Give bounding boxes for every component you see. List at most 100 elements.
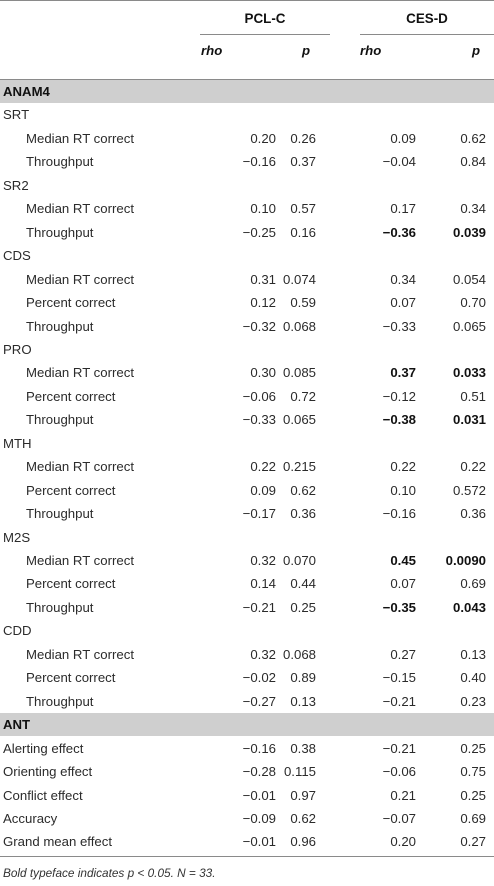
table-cell: 0.22 (460, 459, 486, 475)
table-cell: 0.13 (290, 693, 316, 709)
table-cell: 0.070 (282, 553, 316, 568)
table-cell: 0.45 (390, 553, 416, 568)
table-row: Throughput −0.16 0.37 −0.04 0.84 (0, 150, 494, 173)
table-row: Median RT correct 0.32 0.070 0.45 0.0090 (0, 549, 494, 572)
table-cell: 0.07 (390, 576, 416, 592)
table-cell: 0.20 (250, 130, 276, 146)
row-label: Median RT correct (26, 646, 134, 662)
table-row: Throughput −0.25 0.16 −0.36 0.039 (0, 221, 494, 244)
table-row: Percent correct 0.09 0.62 0.10 0.572 (0, 479, 494, 502)
table-cell: 0.27 (460, 834, 486, 850)
table-cell: −0.32 (242, 318, 276, 334)
table-cell: 0.32 (250, 553, 276, 568)
table-row: Median RT correct 0.31 0.074 0.34 0.054 (0, 268, 494, 291)
table-row: Grand mean effect −0.01 0.96 0.20 0.27 (0, 830, 494, 853)
table-cell: −0.17 (242, 506, 276, 522)
row-label: M2S (3, 529, 31, 545)
table-cell: 0.068 (282, 318, 316, 334)
table-row: Median RT correct 0.20 0.26 0.09 0.62 (0, 127, 494, 150)
header-bottom-rule (0, 79, 494, 80)
row-label: CDS (3, 248, 31, 264)
table-cell: 0.22 (250, 459, 276, 475)
table-cell: −0.16 (242, 154, 276, 170)
table-cell: 0.085 (282, 365, 316, 381)
table-cell: 0.27 (390, 646, 416, 662)
table-row: Percent correct 0.14 0.44 0.07 0.69 (0, 572, 494, 595)
subheader-pcl-p: p (302, 43, 311, 58)
section-header-row: ANAM4 (0, 80, 494, 103)
table-cell: −0.16 (242, 740, 276, 756)
table-cell: 0.068 (282, 646, 316, 662)
table-cell: 0.89 (290, 670, 316, 686)
table-cell: −0.04 (382, 154, 416, 170)
table-row: Conflict effect −0.01 0.97 0.21 0.25 (0, 784, 494, 807)
table-cell: 0.69 (460, 576, 486, 592)
table-row: Median RT correct 0.22 0.215 0.22 0.22 (0, 455, 494, 478)
test-group-row: M2S (0, 526, 494, 549)
table-row: Percent correct −0.02 0.89 −0.15 0.40 (0, 666, 494, 689)
table-cell: 0.20 (390, 834, 416, 850)
row-label: Percent correct (26, 576, 116, 592)
table-cell: 0.62 (290, 810, 316, 826)
table-cell: 0.0090 (445, 553, 486, 568)
row-label: Median RT correct (26, 553, 134, 568)
table-cell: 0.97 (290, 787, 316, 803)
table-cell: −0.21 (242, 599, 276, 615)
table-cell: 0.12 (250, 295, 276, 311)
row-label: Grand mean effect (3, 834, 112, 850)
row-label: Median RT correct (26, 271, 134, 287)
table-cell: 0.13 (460, 646, 486, 662)
table-cell: 0.043 (452, 599, 486, 615)
table-row: Accuracy −0.09 0.62 −0.07 0.69 (0, 807, 494, 830)
subheader-ces-rho: rho (360, 43, 382, 58)
table-row: Alerting effect −0.16 0.38 −0.21 0.25 (0, 737, 494, 760)
table-cell: 0.75 (460, 764, 486, 780)
row-label: Throughput (26, 154, 94, 170)
table-row: Median RT correct 0.10 0.57 0.17 0.34 (0, 197, 494, 220)
table-cell: 0.96 (290, 834, 316, 850)
table-cell: −0.21 (382, 740, 416, 756)
table-cell: −0.28 (242, 764, 276, 780)
table-row: Percent correct −0.06 0.72 −0.12 0.51 (0, 385, 494, 408)
row-label: MTH (3, 435, 32, 451)
table-cell: 0.09 (250, 482, 276, 498)
test-group-row: PRO (0, 338, 494, 361)
subheader-ces-p: p (472, 43, 481, 58)
test-group-row: CDD (0, 619, 494, 642)
table-cell: 0.10 (390, 482, 416, 498)
table-cell: 0.215 (282, 459, 316, 475)
row-label: Orienting effect (3, 764, 93, 780)
table-cell: −0.06 (242, 388, 276, 404)
table-cell: −0.33 (242, 412, 276, 428)
table-cell: 0.09 (390, 130, 416, 146)
table-cell: 0.065 (452, 318, 486, 334)
row-label: Percent correct (26, 670, 116, 686)
table-cell: 0.21 (390, 787, 416, 803)
table-top-rule (0, 0, 494, 1)
table-cell: −0.25 (242, 224, 276, 240)
row-label: Median RT correct (26, 365, 134, 381)
table-cell: −0.21 (382, 693, 416, 709)
table-cell: 0.36 (290, 506, 316, 522)
table-cell: 0.31 (250, 271, 276, 287)
table-cell: 0.72 (290, 388, 316, 404)
row-label: Alerting effect (3, 740, 84, 756)
table-row: Throughput −0.21 0.25 −0.35 0.043 (0, 596, 494, 619)
table-cell: −0.06 (382, 764, 416, 780)
table-cell: 0.84 (460, 154, 486, 170)
test-group-row: SR2 (0, 174, 494, 197)
section-header-row: ANT (0, 713, 494, 737)
row-label: Percent correct (26, 388, 116, 404)
group-header-pcl-c: PCL-C (244, 11, 286, 26)
table-cell: −0.12 (382, 388, 416, 404)
table-row: Orienting effect −0.28 0.115 −0.06 0.75 (0, 760, 494, 783)
table-row: Median RT correct 0.30 0.085 0.37 0.033 (0, 361, 494, 384)
table-row: Throughput −0.32 0.068 −0.33 0.065 (0, 315, 494, 338)
row-label: Throughput (26, 693, 94, 709)
table-cell: 0.34 (460, 201, 486, 217)
group-rule-pcl-c (200, 34, 330, 35)
table-footnote: Bold typeface indicates p < 0.05. N = 33… (3, 866, 216, 880)
table-cell: 0.38 (290, 740, 316, 756)
table-cell: 0.70 (460, 295, 486, 311)
group-header-ces-d: CES-D (406, 11, 448, 26)
